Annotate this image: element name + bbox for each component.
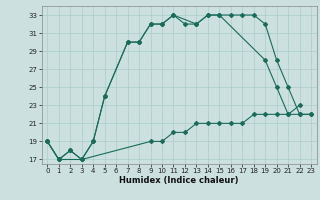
X-axis label: Humidex (Indice chaleur): Humidex (Indice chaleur): [119, 176, 239, 185]
